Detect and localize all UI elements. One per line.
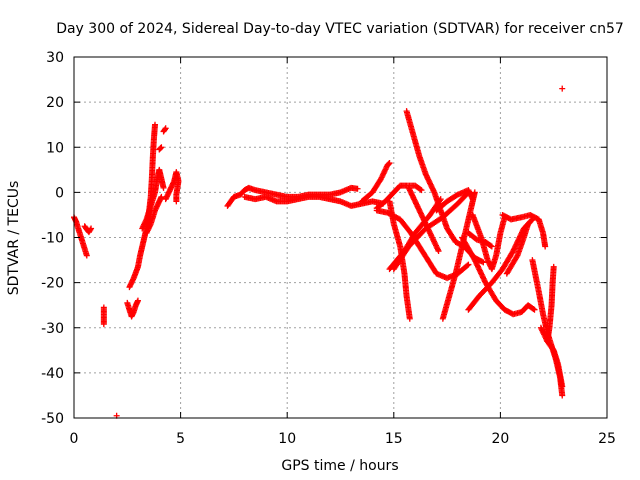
data-point [354, 185, 361, 192]
data-point [386, 160, 393, 167]
data-point [559, 383, 566, 390]
data-point [173, 198, 180, 205]
y-tick-label: -40 [41, 366, 64, 382]
data-point [542, 243, 549, 250]
x-tick-label: 5 [176, 431, 185, 447]
data-point [87, 226, 94, 233]
data-point [161, 126, 168, 133]
data-point [152, 121, 159, 128]
data-point [559, 85, 566, 92]
data-point [162, 125, 169, 132]
data-point [158, 144, 165, 151]
gridlines [74, 57, 607, 418]
data-point [385, 160, 392, 167]
data-point [529, 216, 536, 223]
data-points [71, 85, 566, 419]
data-point [157, 145, 164, 152]
data-point [417, 186, 424, 193]
data-point [464, 262, 471, 269]
x-axis-title: GPS time / hours [281, 458, 398, 474]
data-point [471, 189, 478, 196]
y-tick-label: 20 [46, 95, 64, 111]
y-tick-label: -30 [41, 321, 64, 337]
x-tick-labels: 0 5 10 15 20 25 [70, 431, 616, 447]
data-point [488, 243, 495, 250]
data-point [134, 297, 141, 304]
y-axis-title: SDTVAR / TECUs [6, 181, 22, 296]
data-point [83, 252, 90, 259]
data-point [465, 261, 472, 268]
data-point [528, 217, 535, 224]
data-point [480, 259, 487, 266]
x-tick-label: 25 [598, 431, 616, 447]
x-tick-label: 15 [385, 431, 403, 447]
data-point [435, 248, 442, 255]
y-tick-label: 0 [55, 185, 64, 201]
data-point [158, 193, 165, 200]
data-point [530, 305, 537, 312]
x-tick-label: 0 [70, 431, 79, 447]
data-point [531, 306, 538, 313]
y-tick-labels: 30 20 10 0 -10 -20 -30 -40 -50 [41, 50, 64, 427]
data-point [418, 187, 425, 194]
x-tick-label: 20 [491, 431, 509, 447]
data-point [100, 321, 107, 328]
chart-title: Day 300 of 2024, Sidereal Day-to-day VTE… [56, 21, 624, 37]
y-tick-label: 10 [46, 140, 64, 156]
data-point [487, 242, 494, 249]
x-tick-label: 10 [278, 431, 296, 447]
y-tick-label: -10 [41, 231, 64, 247]
y-tick-label: -20 [41, 276, 64, 292]
data-point [160, 184, 167, 191]
y-tick-label: 30 [46, 50, 64, 66]
data-point [88, 225, 95, 232]
data-point [406, 315, 413, 322]
data-point [544, 338, 551, 345]
data-point [559, 392, 566, 399]
data-point [513, 253, 520, 260]
axis-ticks [73, 56, 608, 419]
y-tick-label: -50 [41, 411, 64, 427]
